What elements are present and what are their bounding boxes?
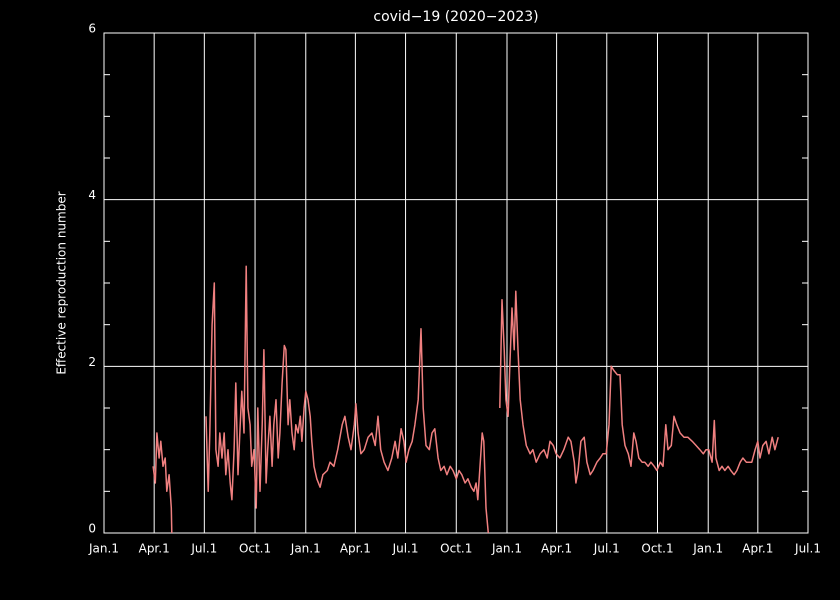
x-tick-label: Oct.1 [641,542,673,556]
y-axis-label: Effective reproduction number [55,191,69,374]
y-tick-label: 0 [88,522,96,536]
data-line [152,265,779,534]
x-tick-label: Jul.1 [392,542,419,556]
x-tick-label: Apr.1 [742,542,773,556]
x-tick-label: Apr.1 [541,542,572,556]
x-tick-label: Oct.1 [440,542,472,556]
y-tick-label: 2 [88,355,96,369]
x-tick-label: Oct.1 [239,542,271,556]
x-tick-label: Jul.1 [794,542,821,556]
x-tick-label: Jan.1 [88,542,119,556]
x-tick-label: Jan.1 [692,542,723,556]
x-tick-label: Jan.1 [290,542,321,556]
x-tick-label: Apr.1 [340,542,371,556]
x-tick-label: Apr.1 [139,542,170,556]
y-tick-label: 4 [88,188,96,202]
x-tick-label: Jul.1 [593,542,620,556]
x-tick-label: Jul.1 [190,542,217,556]
y-tick-label: 6 [88,22,96,36]
x-tick-label: Jan.1 [491,542,522,556]
chart-title: covid−19 (2020−2023) [373,9,538,25]
